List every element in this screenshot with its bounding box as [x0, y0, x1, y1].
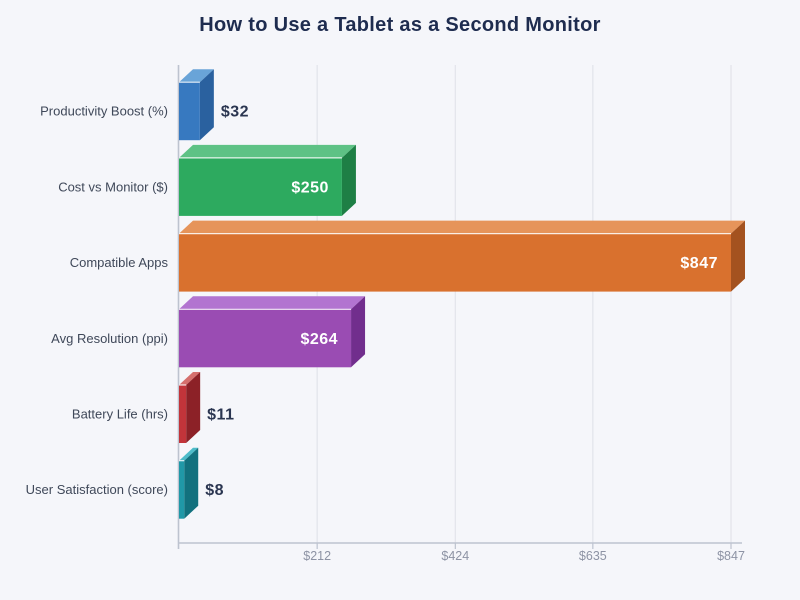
- bar-top-face-2: [179, 220, 745, 234]
- value-label-1: $250: [291, 179, 329, 196]
- bar-front-face-0: [179, 82, 200, 141]
- bar-side-face-2: [731, 220, 745, 292]
- value-label-5: $8: [205, 482, 224, 499]
- bar-top-face-1: [179, 144, 356, 158]
- category-label-0: Productivity Boost (%): [40, 104, 168, 119]
- value-label-2: $847: [680, 255, 718, 272]
- bar-top-face-5: [179, 447, 199, 461]
- category-label-4: Battery Life (hrs): [72, 407, 168, 422]
- bar-side-face-0: [199, 69, 214, 141]
- x-tick-label-3: $847: [717, 549, 745, 563]
- bar-front-face-1: [179, 157, 342, 216]
- value-label-0: $32: [221, 104, 249, 121]
- value-label-4: $11: [207, 407, 234, 424]
- bar-side-face-4: [186, 372, 201, 443]
- bar-front-face-3: [179, 309, 352, 368]
- category-label-2: Compatible Apps: [70, 255, 169, 270]
- bar-side-face-3: [351, 296, 366, 368]
- bar-top-face-0: [179, 69, 214, 83]
- bar-side-face-5: [184, 447, 199, 519]
- x-tick-label-1: $424: [441, 549, 469, 563]
- bar-front-face-5: [179, 460, 185, 519]
- bar-front-face-4: [179, 385, 187, 443]
- category-label-5: User Satisfaction (score): [26, 482, 168, 497]
- chart-title: How to Use a Tablet as a Second Monitor: [199, 14, 601, 36]
- bar-top-face-3: [179, 296, 366, 310]
- value-label-3: $264: [300, 331, 338, 348]
- bar-top-face-4: [179, 372, 201, 385]
- category-label-1: Cost vs Monitor ($): [58, 179, 168, 194]
- x-tick-label-2: $635: [579, 549, 607, 563]
- category-label-3: Avg Resolution (ppi): [51, 331, 168, 346]
- bar-side-face-1: [341, 144, 356, 216]
- x-tick-label-0: $212: [303, 549, 331, 563]
- bar-front-face-2: [179, 233, 731, 292]
